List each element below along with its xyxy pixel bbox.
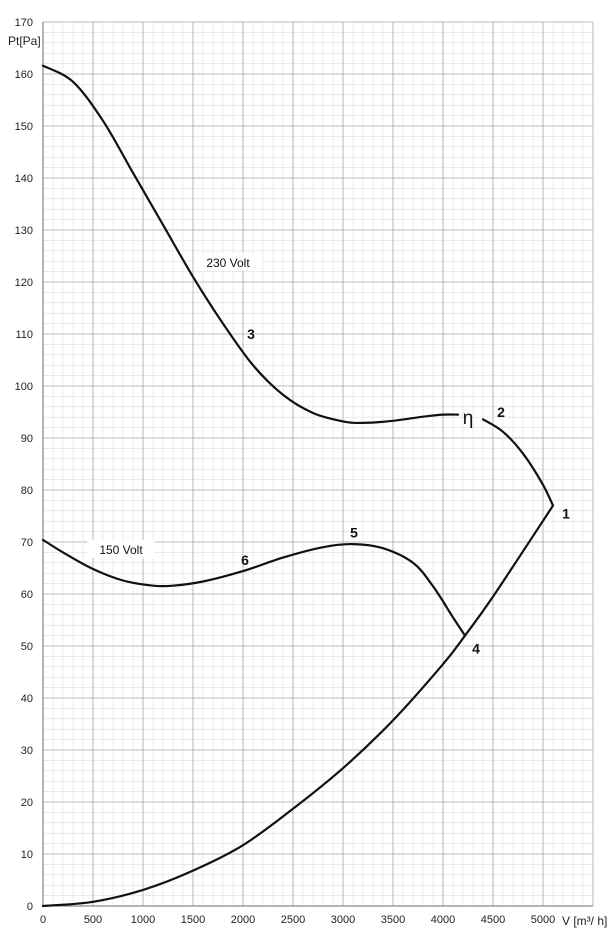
curves (41, 64, 555, 908)
y-tick-label: 50 (21, 641, 33, 653)
y-tick-label: 120 (15, 277, 33, 289)
x-tick-label: 0 (40, 914, 46, 926)
operating-point-label: 1 (562, 505, 570, 521)
x-tick-label: 2000 (231, 914, 255, 926)
curve-series-3 (41, 538, 467, 637)
y-tick-label: 0 (27, 901, 33, 913)
x-tick-label: 4500 (481, 914, 505, 926)
y-tick-label: 80 (21, 485, 33, 497)
y-tick-labels: 0 10 20 30 40 50 60 70 80 90 100 110 120 130 140 150 160… (15, 17, 33, 913)
operating-point-label: 4 (472, 641, 480, 657)
operating-point-label: 5 (350, 525, 358, 541)
curve-series-2 (481, 418, 555, 507)
curve-label-background (87, 539, 155, 558)
x-tick-labels: 0 500 1000 1500 2000 2500 3000 3500 4000 4500 5000 (40, 914, 555, 926)
curve-series-1 (41, 64, 460, 425)
y-tick-label: 110 (15, 329, 33, 341)
y-tick-label: 30 (21, 745, 33, 757)
y-tick-label: 130 (15, 225, 33, 237)
y-tick-label: 140 (15, 173, 33, 185)
operating-point-label: 3 (247, 326, 255, 342)
x-tick-label: 4000 (431, 914, 455, 926)
annotations: 230 Volt 150 Volt 1 2 3 4 5 6 η (87, 252, 570, 657)
y-tick-label: 20 (21, 797, 33, 809)
curve-series-4 (41, 504, 555, 908)
curve-label-background (194, 252, 262, 271)
y-axis-title: Pt[Pa] (8, 34, 41, 48)
y-tick-label: 10 (21, 849, 33, 861)
operating-point-label: 2 (497, 404, 505, 420)
x-tick-label: 1500 (181, 914, 205, 926)
y-tick-label: 100 (15, 381, 33, 393)
curve-label: 150 Volt (99, 543, 143, 557)
x-tick-label: 5000 (531, 914, 555, 926)
y-tick-label: 60 (21, 589, 33, 601)
y-tick-label: 160 (15, 69, 33, 81)
y-tick-label: 70 (21, 537, 33, 549)
y-tick-label: 150 (15, 121, 33, 133)
grid (42, 21, 594, 907)
x-tick-label: 3500 (381, 914, 405, 926)
efficiency-eta-label: η (463, 408, 474, 429)
x-tick-label: 3000 (331, 914, 355, 926)
operating-point-label: 6 (241, 552, 249, 568)
y-tick-label: 170 (15, 17, 33, 29)
x-tick-label: 1000 (131, 914, 155, 926)
x-tick-label: 2500 (281, 914, 305, 926)
y-tick-label: 90 (21, 433, 33, 445)
x-axis-title: V [m³/ h] (562, 914, 607, 928)
y-tick-label: 40 (21, 693, 33, 705)
curve-label: 230 Volt (206, 256, 250, 270)
x-tick-label: 500 (84, 914, 102, 926)
axes (42, 22, 593, 907)
